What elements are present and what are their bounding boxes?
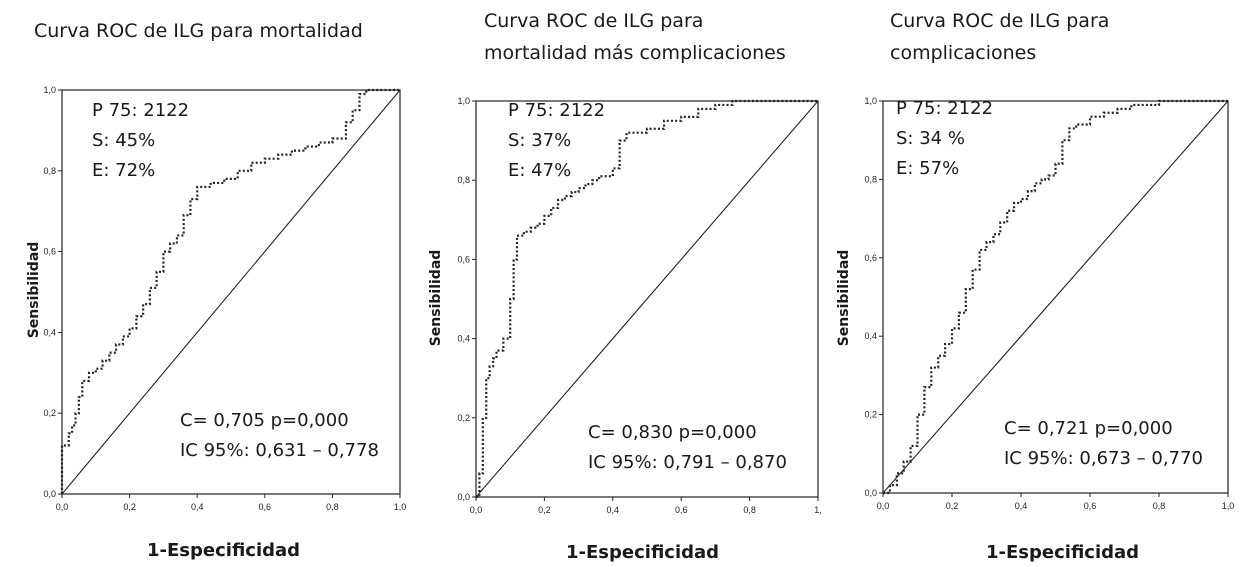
y-tick-label: 0,0 <box>457 492 470 502</box>
y-tick-label: 1,0 <box>457 96 470 106</box>
ci-label: IC 95%: 0,791 – 0,870 <box>588 452 787 473</box>
cutoff-annotation: P 75: 2122 S: 34 % E: 57% <box>896 94 993 184</box>
y-tick-label: 0,6 <box>864 253 877 263</box>
chart-title: Curva ROC de ILG para mortalidad <box>34 18 363 44</box>
x-tick-label: 0,2 <box>538 505 551 515</box>
y-axis-label: Sensibilidad <box>26 241 42 339</box>
x-tick-label: 0,6 <box>259 502 272 512</box>
y-tick-label: 0,0 <box>43 489 56 499</box>
roc-curve <box>883 99 1228 495</box>
specificity-label: E: 57% <box>896 158 960 179</box>
x-tick-label: 0,4 <box>607 505 620 515</box>
roc-curve <box>60 88 400 494</box>
plot-frame <box>61 89 401 495</box>
roc-panel-complicaciones: Curva ROC de ILG para complicaciones 0,0… <box>836 0 1250 567</box>
auc-annotation: C= 0,830 p=0,000 IC 95%: 0,791 – 0,870 <box>588 418 787 478</box>
x-tick-label: 0,4 <box>1015 501 1028 511</box>
x-axis-label: 1-Especificidad <box>986 542 1140 563</box>
chart-title-line: complicaciones <box>890 42 1037 64</box>
auc-label: C= 0,830 p=0,000 <box>588 422 757 443</box>
y-tick-label: 1,0 <box>43 85 56 95</box>
sensitivity-label: S: 34 % <box>896 128 965 149</box>
sensitivity-label: S: 37% <box>508 130 572 151</box>
x-tick-label: 0,6 <box>675 505 688 515</box>
chart-title-line: mortalidad más complicaciones <box>484 42 786 64</box>
x-tick-label: 0,8 <box>326 502 339 512</box>
y-axis-label: Sensibilidad <box>428 249 444 347</box>
cutoff-label: P 75: 2122 <box>896 98 994 119</box>
sensitivity-label: S: 45% <box>92 130 156 151</box>
reference-diagonal <box>475 100 819 498</box>
x-tick-label: 0,4 <box>191 502 204 512</box>
ci-label: IC 95%: 0,631 – 0,778 <box>180 440 379 461</box>
x-tick-label: 0,6 <box>1084 501 1097 511</box>
y-tick-label: 0,4 <box>43 327 56 337</box>
roc-chart: 0,0 0,2 0,4 0,6 0,8 1,0 0,0 0,2 0,4 0,6 0,8 1,0 <box>43 85 407 512</box>
specificity-label: E: 72% <box>92 160 156 181</box>
y-tick-label: 0,8 <box>43 166 56 176</box>
x-tick-label: 1,0 <box>394 502 407 512</box>
y-tick-label: 0,6 <box>457 254 470 264</box>
y-tick-label: 0,4 <box>457 334 470 344</box>
x-tick-label: 1,0 <box>1222 501 1235 511</box>
ci-label: IC 95%: 0,673 – 0,770 <box>1004 448 1203 469</box>
chart-title-line: Curva ROC de ILG para <box>484 10 704 32</box>
cutoff-annotation: P 75: 2122 S: 45% E: 72% <box>92 96 189 186</box>
auc-annotation: C= 0,705 p=0,000 IC 95%: 0,631 – 0,778 <box>180 406 379 466</box>
x-axis-label: 1-Especificidad <box>566 542 720 563</box>
plot-frame <box>475 100 819 498</box>
x-tick-label: 0,0 <box>877 501 890 511</box>
cutoff-annotation: P 75: 2122 S: 37% E: 47% <box>508 96 605 186</box>
reference-diagonal <box>882 100 1229 494</box>
plot-frame <box>882 100 1229 494</box>
roc-panel-mortalidad-complicaciones: Curva ROC de ILG para mortalidad más com… <box>420 0 840 567</box>
auc-label: C= 0,721 p=0,000 <box>1004 418 1173 439</box>
y-tick-label: 0,0 <box>864 488 877 498</box>
y-tick-label: 0,4 <box>864 331 877 341</box>
auc-label: C= 0,705 p=0,000 <box>180 410 349 431</box>
y-tick-label: 0,2 <box>457 413 470 423</box>
cutoff-label: P 75: 2122 <box>508 100 606 121</box>
chart-title: Curva ROC de ILG para mortalidad más com… <box>484 8 786 66</box>
x-axis-label: 1-Especificidad <box>147 540 301 561</box>
auc-annotation: C= 0,721 p=0,000 IC 95%: 0,673 – 0,770 <box>1004 414 1203 474</box>
specificity-label: E: 47% <box>508 160 572 181</box>
x-tick-label: 0,8 <box>1153 501 1166 511</box>
x-tick-label: 1, <box>814 505 822 515</box>
y-tick-label: 0,8 <box>457 175 470 185</box>
chart-title-line: Curva ROC de ILG para <box>890 10 1110 32</box>
y-tick-label: 0,2 <box>43 408 56 418</box>
reference-diagonal <box>61 89 401 495</box>
y-tick-label: 0,8 <box>864 174 877 184</box>
x-tick-label: 0,0 <box>470 505 483 515</box>
y-tick-label: 0,6 <box>43 247 56 257</box>
roc-chart: 0,0 0,2 0,4 0,6 0,8 1, 0,0 0,2 0,4 0,6 0,8 1,0 <box>457 96 822 515</box>
chart-title-line: Curva ROC de ILG para mortalidad <box>34 20 363 42</box>
roc-panel-mortalidad: Curva ROC de ILG para mortalidad 0,0 0,2 0… <box>0 0 420 567</box>
x-tick-label: 0,0 <box>56 502 69 512</box>
cutoff-label: P 75: 2122 <box>92 100 190 121</box>
x-tick-label: 0,8 <box>743 505 756 515</box>
y-tick-label: 1,0 <box>864 96 877 106</box>
y-tick-label: 0,2 <box>864 410 877 420</box>
x-tick-label: 0,2 <box>123 502 136 512</box>
x-tick-label: 0,2 <box>946 501 959 511</box>
chart-title: Curva ROC de ILG para complicaciones <box>890 8 1109 66</box>
roc-chart: 0,0 0,2 0,4 0,6 0,8 1,0 0,0 0,2 0,4 0,6 0,8 1,0 <box>864 96 1235 511</box>
y-axis-label: Sensibilidad <box>836 249 852 347</box>
